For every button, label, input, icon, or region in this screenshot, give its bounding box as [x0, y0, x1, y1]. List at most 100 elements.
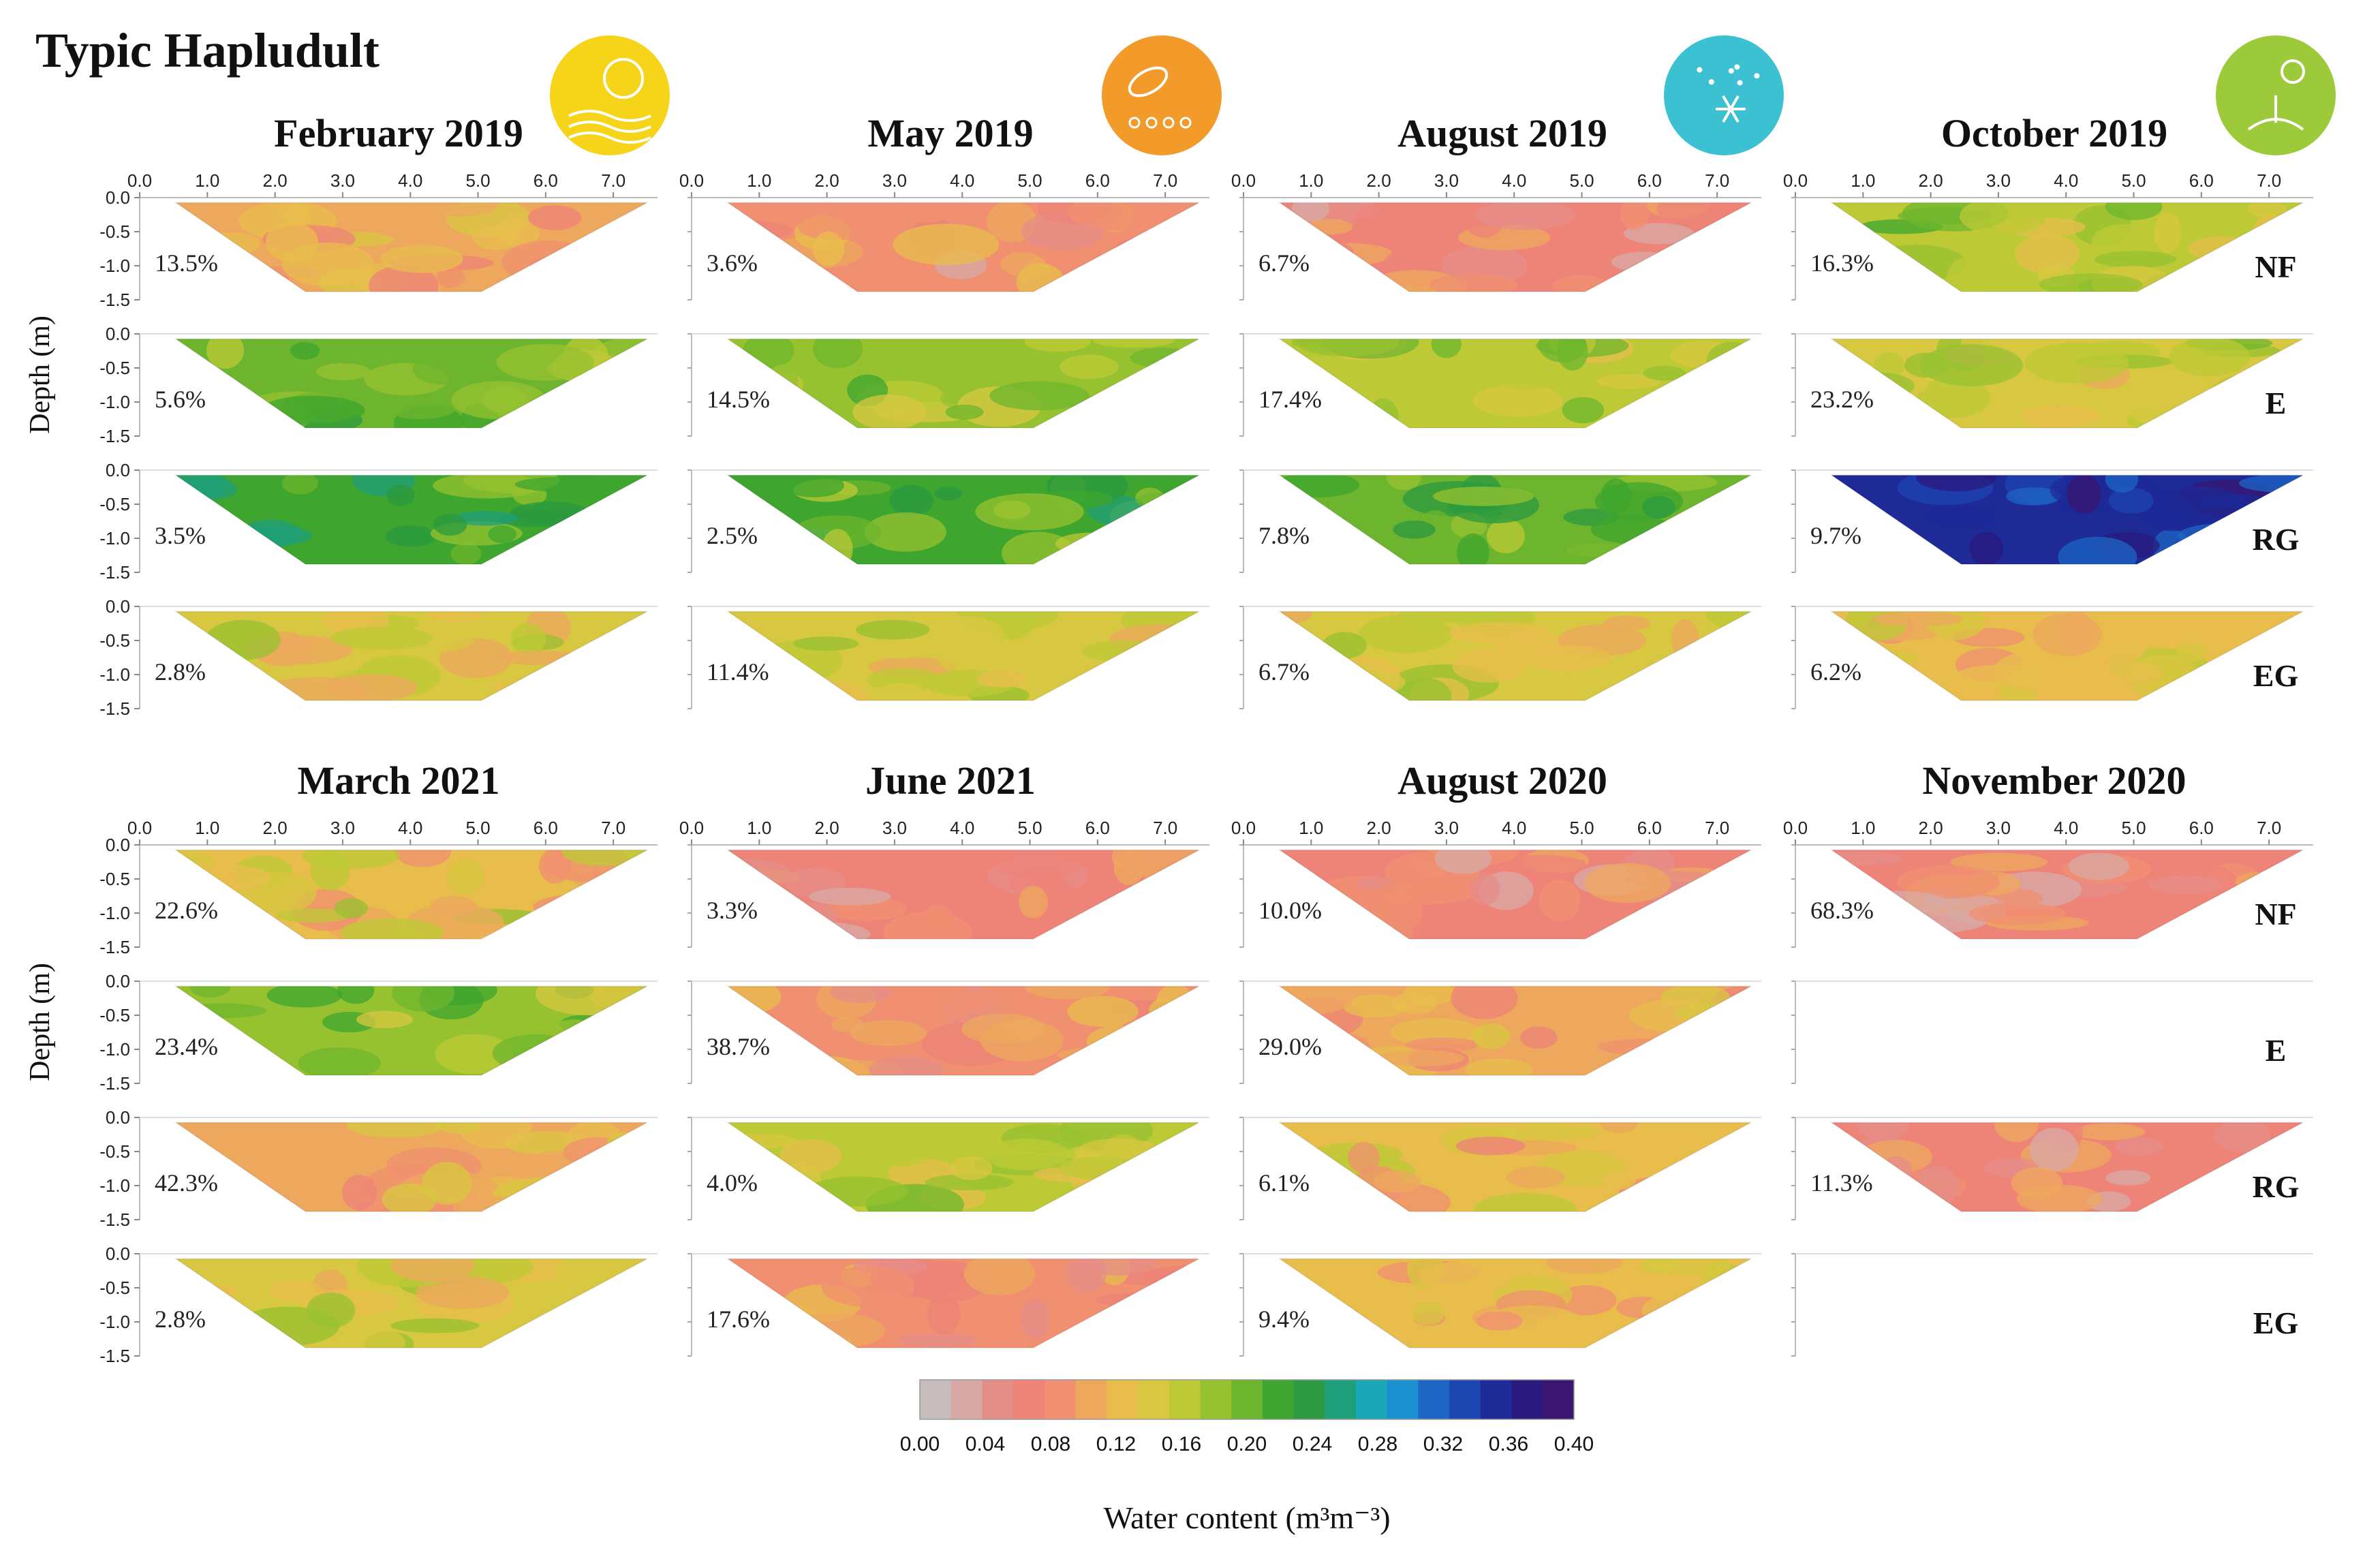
rms-error-label: 6.7%	[1258, 658, 1310, 685]
bottom-panel-3-1	[1791, 981, 2313, 1084]
top-panel-3-1: 23.2%	[1791, 333, 2313, 437]
water-content-blob	[191, 1328, 292, 1347]
y-tick-label: -1.5	[99, 426, 130, 446]
water-content-blob	[392, 986, 454, 1012]
rms-error-label: 6.1%	[1258, 1169, 1310, 1196]
water-content-blob	[1056, 1047, 1137, 1062]
resistivity-section	[728, 850, 1199, 939]
rms-error-label: 2.8%	[155, 1306, 206, 1333]
bottom-panel-1-1: 38.7%	[687, 981, 1209, 1084]
top-panel-0-3: 0.0 -0.5 -1.0 -1.5 2.8%	[99, 596, 658, 719]
colorbar-swatch	[1262, 1380, 1295, 1419]
rms-error-label: 23.2%	[1810, 386, 1874, 413]
water-content-blob	[426, 611, 482, 622]
water-content-blob	[1130, 1156, 1198, 1184]
colorbar-swatch	[1449, 1380, 1481, 1419]
water-content-blob	[1398, 611, 1499, 623]
y-tick-label: -1.0	[99, 528, 130, 549]
water-content-blob	[582, 519, 647, 549]
x-tick-label: 6.0	[1085, 818, 1110, 838]
rms-error-label: 16.3%	[1810, 249, 1874, 277]
water-content-blob	[963, 1259, 1036, 1295]
treatment-label-E: E	[2266, 1033, 2287, 1068]
water-content-blob	[1557, 339, 1588, 371]
water-content-blob	[433, 513, 467, 536]
x-tick-label: 4.0	[950, 170, 974, 191]
y-tick-label: -1.5	[99, 698, 130, 719]
period-title: February 2019	[274, 111, 523, 155]
water-content-blob	[555, 1300, 647, 1329]
resistivity-section	[176, 1259, 647, 1348]
x-tick-label: 5.0	[1017, 170, 1042, 191]
rms-error-label: 29.0%	[1258, 1033, 1322, 1060]
x-tick-label: 4.0	[398, 818, 422, 838]
water-content-blob	[976, 670, 1027, 688]
resistivity-section	[176, 1122, 647, 1211]
x-tick-label: 2.0	[1367, 170, 1391, 191]
water-content-blob	[356, 1010, 413, 1029]
rms-error-label: 17.4%	[1258, 386, 1322, 413]
water-content-blob	[865, 512, 947, 552]
x-tick-label: 3.0	[1434, 170, 1459, 191]
water-content-blob	[227, 1167, 336, 1192]
water-content-blob	[1348, 1141, 1380, 1173]
water-content-blob	[1280, 475, 1360, 497]
water-content-blob	[1068, 202, 1172, 231]
water-content-blob	[2067, 475, 2101, 514]
section-outline	[725, 202, 1200, 292]
water-content-blob	[1089, 676, 1126, 700]
water-content-blob	[1055, 532, 1124, 555]
resistivity-section	[176, 475, 647, 564]
water-content-blob	[1353, 1298, 1401, 1340]
resistivity-section	[728, 986, 1199, 1075]
water-content-blob	[1280, 986, 1357, 1015]
x-tick-label: 2.0	[1367, 818, 1391, 838]
top-panel-3-2: 9.7%	[1791, 469, 2313, 573]
water-content-blob	[1432, 487, 1534, 506]
y-tick-label: 0.0	[106, 1107, 130, 1128]
water-content-blob	[728, 1133, 798, 1149]
water-content-blob	[883, 912, 972, 939]
x-tick-label: 0.0	[1783, 170, 1808, 191]
water-content-blob	[1611, 251, 1678, 273]
period-title: June 2021	[865, 758, 1036, 803]
water-content-blob	[589, 883, 624, 917]
water-content-blob	[194, 1122, 293, 1154]
resistivity-section	[176, 611, 647, 700]
water-content-blob	[989, 381, 1089, 411]
water-content-blob	[1873, 611, 1963, 627]
water-content-blob	[1686, 277, 1751, 292]
x-tick-label: 2.0	[263, 170, 288, 191]
bottom-panel-2-2: 6.1%	[1239, 1117, 1761, 1220]
water-content-blob	[266, 986, 342, 1008]
bottom-panel-2-0: 0.0 1.0 2.0 3.0 4.0 5.0 6.0 7.0 10.0%	[1231, 818, 1761, 948]
section-outline	[1829, 611, 2304, 701]
water-content-blob	[1329, 1034, 1372, 1070]
y-tick-label: -0.5	[99, 869, 130, 889]
water-content-blob	[380, 245, 463, 273]
water-content-blob	[1024, 339, 1092, 352]
water-content-blob	[452, 511, 518, 526]
depth-axis-labels: Depth (m) Depth (m)	[25, 315, 56, 1081]
water-content-blob	[578, 1328, 647, 1348]
water-content-blob	[1114, 653, 1175, 673]
water-content-blob	[1473, 1193, 1577, 1211]
water-content-blob	[1706, 341, 1751, 380]
water-content-blob	[985, 638, 1019, 681]
resistivity-section	[1832, 1122, 2303, 1211]
water-content-blob	[281, 203, 310, 226]
water-content-blob	[750, 479, 784, 519]
colorbar-swatch	[1480, 1380, 1513, 1419]
water-content-blob	[1465, 1058, 1533, 1075]
x-tick-label: 0.0	[679, 170, 704, 191]
water-content-blob	[1688, 262, 1717, 283]
treatment-label-NF: NF	[2255, 897, 2296, 931]
section-outline	[1277, 202, 1752, 292]
x-tick-label: 4.0	[1502, 170, 1526, 191]
wave-shape	[568, 132, 651, 144]
section-fill	[176, 986, 647, 1075]
water-content-blob	[1059, 354, 1119, 380]
treatment-label-E: E	[2266, 386, 2287, 420]
water-content-blob	[1147, 1153, 1199, 1173]
water-content-blob	[1552, 275, 1610, 292]
